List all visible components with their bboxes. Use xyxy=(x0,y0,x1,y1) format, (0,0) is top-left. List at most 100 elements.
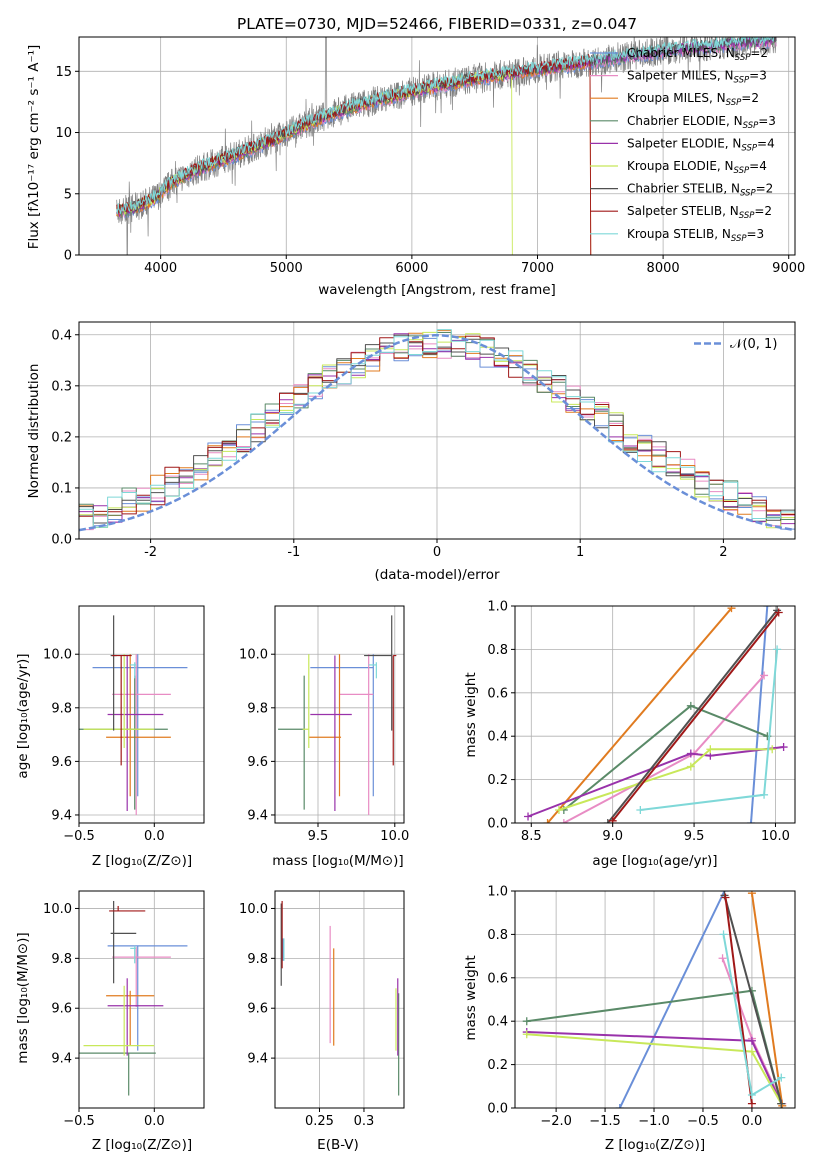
residual-xlabel: (data-model)/error xyxy=(374,567,500,583)
y-tick-label: 0 xyxy=(64,249,72,264)
age-vs-metallicity-panel: −0.5 0.0 9.4 9.6 9.8 10.0 xyxy=(43,605,205,844)
errorbar-point xyxy=(364,615,393,731)
y-tick-label: 9.8 xyxy=(247,701,268,716)
weight-series xyxy=(720,891,786,1108)
y-tick-label: 9.4 xyxy=(247,1052,268,1067)
y-tick-label: 9.8 xyxy=(247,952,268,967)
weight-series xyxy=(554,745,777,814)
residual-legend: 𝒩(0, 1) xyxy=(694,337,777,352)
weight-z-xlabel: Z [log₁₀(Z/Z⊙)] xyxy=(605,1137,705,1153)
weight-point-marker xyxy=(747,1036,756,1045)
axes-frame xyxy=(78,36,796,256)
spectrum-panel: 4000 5000 6000 7000 8000 9000 0 5 10 15 Chabrier M… xyxy=(55,36,805,276)
y-tick-label: 1.0 xyxy=(487,885,508,900)
y-tick-label: 0.0 xyxy=(487,1102,508,1117)
errorbar-point xyxy=(310,655,352,811)
weight-point-marker xyxy=(768,745,777,754)
y-tick-label: 0.3 xyxy=(51,379,72,394)
weight-point-marker xyxy=(747,1090,756,1099)
x-tick-label: 2 xyxy=(719,545,727,560)
legend-label: Kroupa ELODIE, NSSP=4 xyxy=(627,159,767,176)
weight-point-marker xyxy=(719,930,728,939)
legend-label: Chabrier ELODIE, NSSP=3 xyxy=(627,114,776,131)
errorbar-point xyxy=(83,985,155,1056)
mass-vs-metallicity-panel: −0.5 0.0 9.4 9.6 9.8 10.0 xyxy=(43,890,205,1129)
model-spectrum-line xyxy=(116,37,775,215)
weight-point-marker xyxy=(543,819,552,823)
weight-line xyxy=(546,607,733,823)
mass-z-xlabel: Z [log₁₀(Z/Z⊙)] xyxy=(92,1137,192,1153)
errorbar-point xyxy=(110,615,117,731)
weight-point-marker xyxy=(686,701,695,710)
weight-line xyxy=(611,611,780,822)
weight-age-xlabel: age [log₁₀(age/yr)] xyxy=(592,853,717,869)
axes-frame xyxy=(274,605,405,824)
x-tick-label: 10.0 xyxy=(761,829,790,844)
age-vs-mass-panel: 9.5 10.0 9.4 9.6 9.8 10.0 xyxy=(239,605,409,844)
y-tick-label: 0.4 xyxy=(487,730,508,745)
errorbar-point xyxy=(392,654,397,766)
x-tick-label: −0.5 xyxy=(63,1114,95,1129)
errorbar-point xyxy=(278,675,305,810)
grid xyxy=(275,891,404,1108)
axes-frame xyxy=(78,605,205,824)
spectrum-legend: Chabrier MILES, NSSP=2 Salpeter MILES, NS… xyxy=(590,46,776,244)
errorbar-point xyxy=(107,978,164,1056)
x-tick-label: −1.5 xyxy=(589,1114,621,1129)
plot-area xyxy=(524,606,788,823)
errorbar-point xyxy=(83,654,155,748)
weight-point-marker xyxy=(747,891,756,898)
y-tick-label: 10.0 xyxy=(43,902,72,917)
axes-frame xyxy=(78,890,205,1109)
x-tick-label: -1 xyxy=(287,545,300,560)
x-tick-label: −0.5 xyxy=(687,1114,719,1129)
y-tick-label: 9.4 xyxy=(51,1052,72,1067)
errorbar-point xyxy=(107,655,164,811)
y-tick-label: 0.0 xyxy=(487,817,508,832)
mass-ebv-xlabel: E(B-V) xyxy=(317,1137,359,1153)
legend-label: Chabrier MILES, NSSP=2 xyxy=(627,46,768,63)
x-tick-label: 9.5 xyxy=(684,829,705,844)
weight-point-marker xyxy=(686,749,695,758)
errorbar-point xyxy=(112,654,132,766)
plot-area xyxy=(280,900,400,1096)
y-tick-label: 0.6 xyxy=(487,686,508,701)
weight-point-marker xyxy=(763,606,772,610)
errorbar-point xyxy=(112,654,171,815)
y-tick-label: 0.4 xyxy=(51,328,72,343)
x-tick-label: −1.0 xyxy=(638,1114,670,1129)
y-tick-label: 15 xyxy=(55,65,72,80)
x-tick-label: 1 xyxy=(576,545,584,560)
weight-point-marker xyxy=(718,954,727,963)
y-tick-label: 0.2 xyxy=(487,773,508,788)
errorbar-point xyxy=(110,900,137,984)
weight-point-marker xyxy=(524,812,533,821)
x-tick-label: 7000 xyxy=(521,261,554,276)
weight-point-marker xyxy=(777,1073,786,1082)
errorbar-point xyxy=(79,1052,156,1096)
legend-label: Kroupa STELIB, NSSP=3 xyxy=(627,227,764,244)
y-tick-label: 9.8 xyxy=(51,701,72,716)
weight-series xyxy=(524,743,788,821)
y-tick-label: 1.0 xyxy=(487,600,508,615)
weight-z-ylabel: mass weight xyxy=(463,955,479,1040)
y-tick-label: 9.6 xyxy=(51,755,72,770)
x-tick-label: 10.0 xyxy=(380,829,409,844)
weight-point-marker xyxy=(686,762,695,771)
errorbar-point xyxy=(339,654,374,815)
legend-label: Salpeter MILES, NSSP=3 xyxy=(627,69,767,86)
weight-vs-metallicity-panel: −2.0 −1.5 −1.0 −0.5 0.0 0.0 0.2 0.4 0.6 0.8 1.0 xyxy=(487,885,796,1129)
normal-legend-label: 𝒩(0, 1) xyxy=(730,337,777,352)
grid xyxy=(515,890,795,1109)
legend-label: Kroupa MILES, NSSP=2 xyxy=(627,91,759,108)
y-tick-label: 10.0 xyxy=(43,648,72,663)
x-tick-label: 9.0 xyxy=(602,829,623,844)
weight-point-marker xyxy=(608,816,617,823)
weight-series xyxy=(721,893,756,1108)
x-tick-label: 8000 xyxy=(647,261,680,276)
legend-label: Salpeter STELIB, NSSP=2 xyxy=(627,204,772,221)
axes-frame xyxy=(274,890,405,1109)
y-tick-label: 9.8 xyxy=(51,952,72,967)
weight-series xyxy=(636,645,782,814)
